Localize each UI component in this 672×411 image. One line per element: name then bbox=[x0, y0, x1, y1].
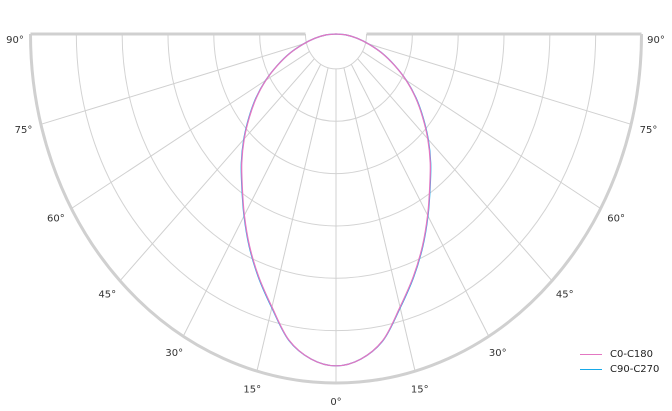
angle-tick-label: 60° bbox=[47, 214, 65, 225]
legend-swatch bbox=[580, 354, 602, 355]
angle-tick-label: 30° bbox=[165, 348, 183, 359]
legend-item-c90-c270: C90-C270 bbox=[580, 362, 659, 377]
grid-spoke bbox=[71, 51, 310, 209]
angle-tick-label: 45° bbox=[98, 290, 116, 301]
grid-spoke bbox=[256, 67, 329, 372]
grid-ring bbox=[304, 33, 368, 70]
series-curves bbox=[240, 33, 432, 367]
grid bbox=[29, 32, 643, 385]
angle-tick-label: 45° bbox=[556, 290, 574, 301]
angle-tick-label: 60° bbox=[607, 214, 625, 225]
angle-tick-label: 90° bbox=[647, 35, 665, 46]
grid-spoke bbox=[350, 63, 490, 337]
grid-spoke bbox=[365, 42, 632, 125]
grid-spoke bbox=[343, 67, 416, 372]
angle-tick-label: 0° bbox=[330, 397, 341, 408]
legend-label: C0-C180 bbox=[610, 349, 654, 360]
grid-spoke bbox=[357, 58, 553, 282]
grid-spoke bbox=[362, 51, 601, 209]
grid-spoke bbox=[40, 42, 307, 125]
series-line-c0-c180 bbox=[240, 33, 432, 367]
angle-tick-labels: 90° 75° 60° 45° 30° 15° 0° 15° 30° 45° 60° 75° 90° bbox=[6, 35, 665, 408]
grid-spoke bbox=[119, 58, 315, 282]
angle-tick-label: 75° bbox=[15, 125, 33, 136]
angle-tick-label: 75° bbox=[640, 125, 658, 136]
angle-tick-label: 30° bbox=[489, 348, 507, 359]
angle-tick-label: 15° bbox=[411, 384, 429, 395]
legend-swatch bbox=[580, 369, 602, 370]
legend: C0-C180 C90-C270 bbox=[580, 347, 659, 377]
angle-tick-label: 90° bbox=[6, 35, 24, 46]
legend-label: C90-C270 bbox=[610, 364, 660, 375]
grid-spoke bbox=[182, 63, 322, 337]
legend-item-c0-c180: C0-C180 bbox=[580, 347, 659, 362]
angle-tick-label: 15° bbox=[243, 384, 261, 395]
